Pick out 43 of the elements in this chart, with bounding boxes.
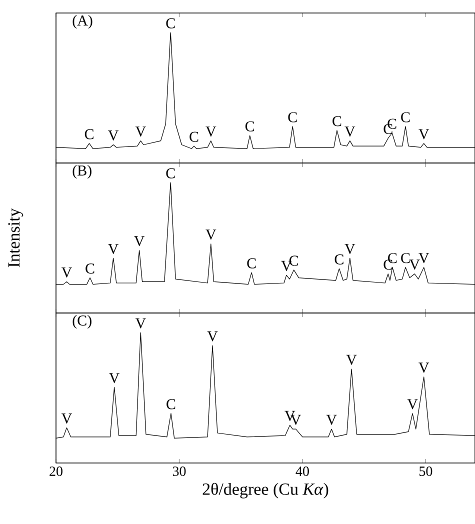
annotation: C (166, 18, 175, 28)
annotation: V (135, 126, 146, 137)
annotation: C (189, 132, 198, 142)
annotation: C (289, 256, 298, 266)
annotation: C (166, 399, 175, 410)
annotation: V (326, 414, 337, 425)
annotation: C (166, 168, 175, 178)
annotation: V (135, 318, 146, 328)
annotation: V (418, 362, 429, 373)
annotation: C (246, 258, 256, 268)
y-axis-title: Intensity (8, 208, 23, 268)
x-tick-label: 20 (49, 466, 62, 476)
chart-title: (C) (72, 315, 92, 329)
x-tick-label: 50 (419, 466, 432, 476)
annotation: V (407, 399, 418, 410)
chart-title: (B) (72, 165, 92, 179)
annotation: V (418, 253, 429, 264)
x-tick-label: 40 (296, 466, 309, 476)
annotation: V (61, 414, 72, 424)
annotation: C (84, 129, 94, 140)
annotation: C (288, 112, 297, 122)
chart-title: (A) (72, 15, 92, 29)
annotation: C (334, 254, 344, 264)
annotation: V (344, 126, 355, 137)
annotation: C (85, 264, 94, 274)
annotation: C (332, 116, 341, 126)
annotation: V (61, 267, 72, 278)
annotation: V (205, 230, 216, 240)
annotation: V (108, 244, 118, 254)
annotation: V (344, 244, 355, 254)
annotation: V (205, 126, 216, 137)
annotation: V (207, 331, 218, 342)
x-tick-label: 30 (172, 466, 186, 476)
annotation: V (418, 129, 429, 140)
annotation: V (346, 354, 357, 365)
annotation: C (400, 112, 410, 122)
annotation: V (108, 130, 118, 141)
annotation: V (108, 373, 120, 384)
annotation: V (134, 236, 144, 246)
annotation: V (409, 260, 420, 270)
annotation: C (400, 253, 410, 264)
x-axis-title: 2θ/degree (Cu Kα) (202, 482, 328, 498)
annotation: C (245, 121, 254, 132)
